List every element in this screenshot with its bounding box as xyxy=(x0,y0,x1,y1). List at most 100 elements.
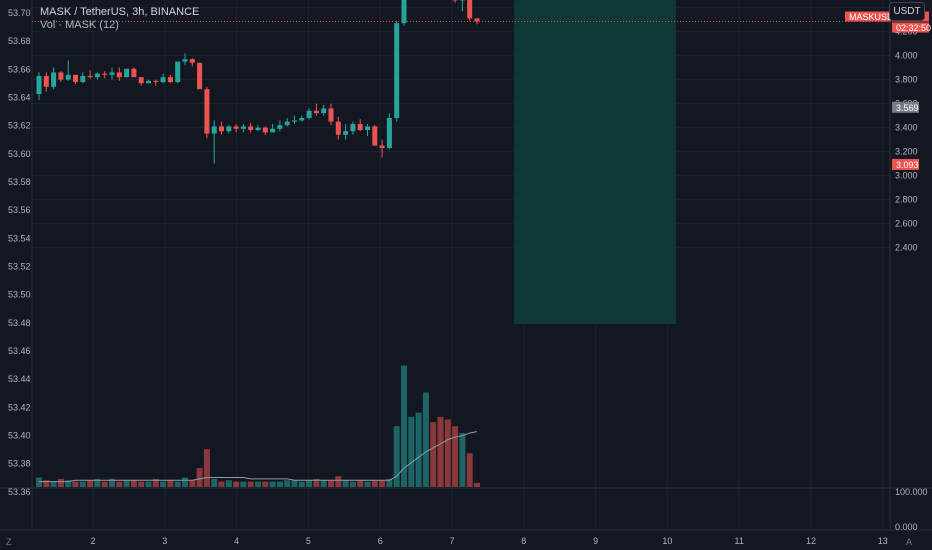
candle-body xyxy=(36,76,42,94)
volume-bar xyxy=(145,481,152,487)
currency-button[interactable]: USDT xyxy=(889,2,925,21)
left-axis-tick: 53.52 xyxy=(8,262,31,272)
candle-body xyxy=(94,73,100,78)
left-axis-tick: 53.44 xyxy=(8,374,31,384)
left-axis-tick: 53.60 xyxy=(8,149,31,159)
volume-axis-tick: 100.000 xyxy=(895,487,928,497)
candle-body xyxy=(102,73,108,75)
volume-bar xyxy=(415,412,422,487)
left-axis-tick: 53.56 xyxy=(8,205,31,215)
candle-body xyxy=(335,121,341,135)
timezone-button[interactable]: Z xyxy=(6,537,12,547)
volume-bar xyxy=(160,481,167,487)
candle-body xyxy=(73,74,78,82)
volume-legend[interactable]: Vol · MASK (12) xyxy=(40,19,119,31)
candle-body xyxy=(51,72,57,87)
candle-body xyxy=(160,77,166,82)
candle-body xyxy=(87,76,93,78)
left-axis-tick: 53.48 xyxy=(8,318,31,328)
left-axis-tick: 53.70 xyxy=(8,8,31,18)
candle-body xyxy=(146,80,151,84)
left-axis-tick: 53.62 xyxy=(8,121,31,131)
volume-ma-line xyxy=(39,431,478,483)
candle-body xyxy=(328,108,334,122)
take-profit-zone xyxy=(514,0,676,22)
volume-bar xyxy=(138,481,145,487)
right-axis-tick: 3.200 xyxy=(895,147,918,157)
volume-bar xyxy=(284,480,291,487)
volume-bar xyxy=(364,481,371,487)
volume-bar xyxy=(174,481,181,487)
candle-body xyxy=(365,126,370,130)
volume-bar xyxy=(422,392,429,487)
countdown-label: 02:32:50 xyxy=(896,23,931,33)
symbol-tag-label-bg xyxy=(845,11,891,22)
candle-body xyxy=(401,0,407,24)
candle-body xyxy=(372,126,378,146)
x-axis-tick: 4 xyxy=(234,536,239,546)
volume-bar xyxy=(101,481,108,487)
auto-scale-button[interactable]: A xyxy=(906,537,913,547)
candle-body xyxy=(299,118,305,121)
candle-body xyxy=(277,125,283,129)
volume-bar xyxy=(43,480,50,487)
left-axis-tick: 53.42 xyxy=(8,402,31,412)
x-axis-tick: 10 xyxy=(662,536,672,546)
candle-body xyxy=(394,23,400,119)
candle-body xyxy=(386,118,392,148)
right-axis-tick: 2.600 xyxy=(895,219,918,229)
volume-bar xyxy=(255,481,261,487)
candle-body xyxy=(467,0,473,19)
volume-bar xyxy=(167,480,174,487)
x-axis-tick: 7 xyxy=(449,536,454,546)
right-axis-tick: 2.800 xyxy=(895,195,918,205)
right-axis-tick: 4.000 xyxy=(895,51,918,61)
candle-body xyxy=(292,120,297,122)
volume-axis-tick: 0.000 xyxy=(895,522,918,532)
x-axis-tick: 8 xyxy=(521,536,526,546)
left-axis-tick: 53.68 xyxy=(8,36,31,46)
x-axis-tick: 12 xyxy=(806,536,816,546)
candle-body xyxy=(233,126,239,129)
volume-bar xyxy=(262,481,269,487)
volume-bar xyxy=(437,416,444,487)
candle-body xyxy=(343,131,349,135)
candle-body xyxy=(262,127,268,133)
left-axis-tick: 53.40 xyxy=(8,431,31,441)
volume-bar xyxy=(401,365,407,487)
left-axis-tick: 53.50 xyxy=(8,290,31,300)
volume-bar xyxy=(459,433,466,487)
volume-bar xyxy=(189,480,196,487)
volume-bar xyxy=(109,478,115,487)
volume-bar xyxy=(379,480,386,487)
candle-body xyxy=(124,68,130,78)
volume-bar xyxy=(269,481,276,487)
candle-body xyxy=(313,110,319,114)
left-axis-tick: 53.36 xyxy=(8,487,31,497)
candle-body xyxy=(248,126,254,130)
crosshair-price-label-bg xyxy=(892,101,919,113)
x-axis-tick: 5 xyxy=(306,536,311,546)
candle-body xyxy=(131,68,137,78)
candle-body xyxy=(197,62,203,90)
volume-bar xyxy=(233,481,240,487)
right-axis-tick: 3.000 xyxy=(895,171,918,181)
volume-bar xyxy=(247,481,254,487)
volume-bar xyxy=(116,481,123,487)
volume-bar xyxy=(225,480,232,487)
volume-bar xyxy=(130,480,137,487)
candle-body xyxy=(65,74,71,80)
take-profit-zone-lower xyxy=(514,21,676,325)
volume-bar xyxy=(72,481,79,487)
volume-bar xyxy=(50,481,57,487)
candle-body xyxy=(189,59,195,63)
right-axis-tick: 3.800 xyxy=(895,75,918,85)
volume-bar xyxy=(408,416,415,487)
candle-body xyxy=(350,124,356,132)
symbol-legend[interactable]: MASK / TetherUS, 3h, BINANCE xyxy=(40,6,200,18)
volume-bar xyxy=(182,477,188,487)
volume-bar xyxy=(79,481,86,487)
candle-body xyxy=(167,77,173,82)
left-axis-tick: 53.38 xyxy=(8,459,31,469)
